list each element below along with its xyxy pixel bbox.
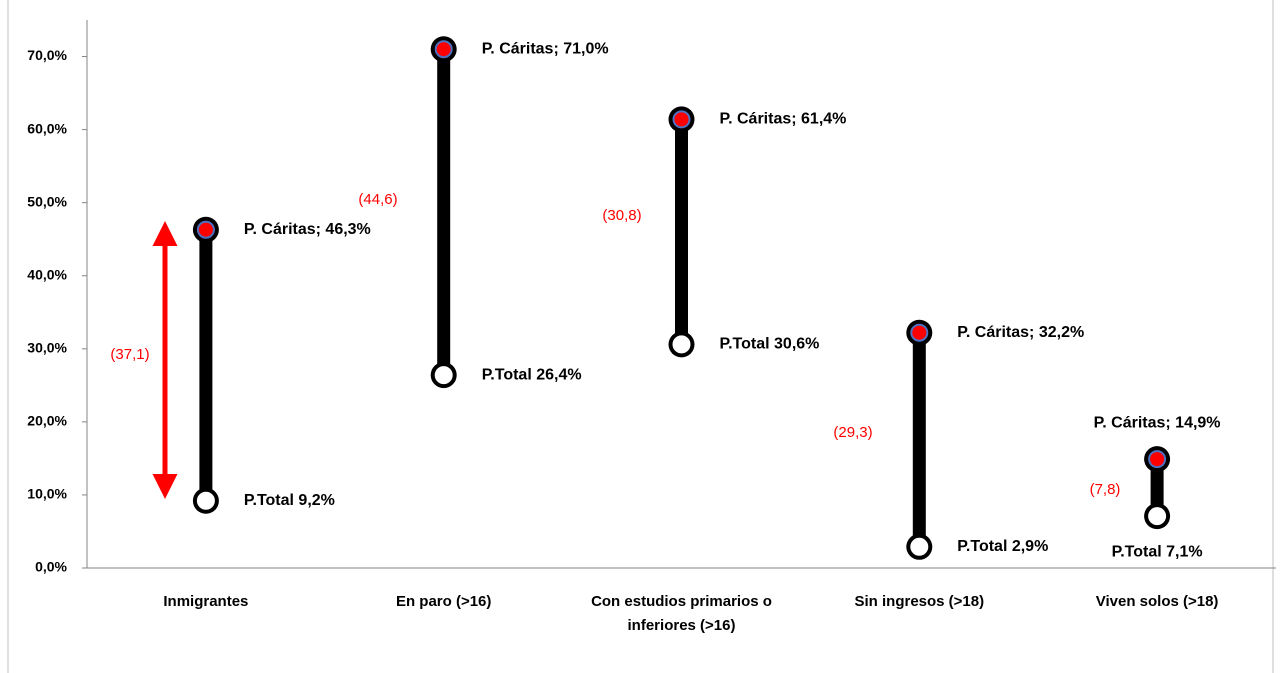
marker bbox=[910, 323, 929, 342]
y-tick-label: 50,0% bbox=[27, 193, 67, 209]
data-label: P. Cáritas; 14,9% bbox=[1094, 414, 1221, 431]
x-tick-label: Con estudios primarios o inferiores (>16… bbox=[591, 593, 772, 634]
x-tick-label-box: Con estudios primarios o inferiores (>16… bbox=[591, 593, 772, 634]
x-tick-label: Viven solos (>18) bbox=[1095, 593, 1219, 610]
marker bbox=[434, 40, 453, 59]
x-tick-label: En paro (>16) bbox=[395, 593, 492, 610]
marker bbox=[196, 491, 215, 510]
x-tick-label-box: Viven solos (>18) bbox=[1095, 593, 1219, 610]
data-label: P. Cáritas; 61,4% bbox=[720, 111, 847, 128]
data-label: P.Total 9,2% bbox=[244, 492, 335, 509]
x-tick-label-box: Inmigrantes bbox=[163, 593, 249, 610]
marker bbox=[1148, 507, 1167, 526]
annotation: (30,8) bbox=[602, 207, 641, 224]
chart-border bbox=[7, 0, 1274, 673]
data-label: P.Total 26,4% bbox=[482, 366, 582, 383]
x-tick-label-box: En paro (>16) bbox=[395, 593, 492, 610]
x-tick-label: Sin ingresos (>18) bbox=[854, 593, 985, 610]
y-tick-label: 20,0% bbox=[27, 413, 67, 429]
data-label: P. Cáritas; 32,2% bbox=[957, 324, 1084, 341]
y-tick-label: 30,0% bbox=[27, 340, 67, 356]
data-label: P.Total 7,1% bbox=[1112, 543, 1203, 560]
annotation: (44,6) bbox=[358, 191, 397, 208]
y-tick-label: 10,0% bbox=[27, 486, 67, 502]
marker bbox=[910, 537, 929, 556]
y-tick-label: 0,0% bbox=[35, 559, 67, 575]
marker bbox=[434, 366, 453, 385]
x-tick-label-box: Sin ingresos (>18) bbox=[854, 593, 985, 610]
annotation: (29,3) bbox=[833, 424, 872, 441]
data-label: P. Cáritas; 71,0% bbox=[482, 40, 609, 57]
data-label: P.Total 30,6% bbox=[720, 336, 820, 353]
y-tick-label: 40,0% bbox=[27, 266, 67, 282]
data-label: P.Total 2,9% bbox=[957, 538, 1048, 555]
marker bbox=[1148, 450, 1167, 469]
x-tick-label: Inmigrantes bbox=[163, 593, 249, 610]
marker bbox=[672, 110, 691, 129]
data-label: P. Cáritas; 46,3% bbox=[244, 221, 371, 238]
annotation: (37,1) bbox=[110, 346, 149, 363]
marker bbox=[672, 335, 691, 354]
marker bbox=[196, 220, 215, 239]
annotation: (7,8) bbox=[1090, 481, 1121, 498]
y-tick-label: 60,0% bbox=[27, 120, 67, 136]
y-tick-label: 70,0% bbox=[27, 47, 67, 63]
